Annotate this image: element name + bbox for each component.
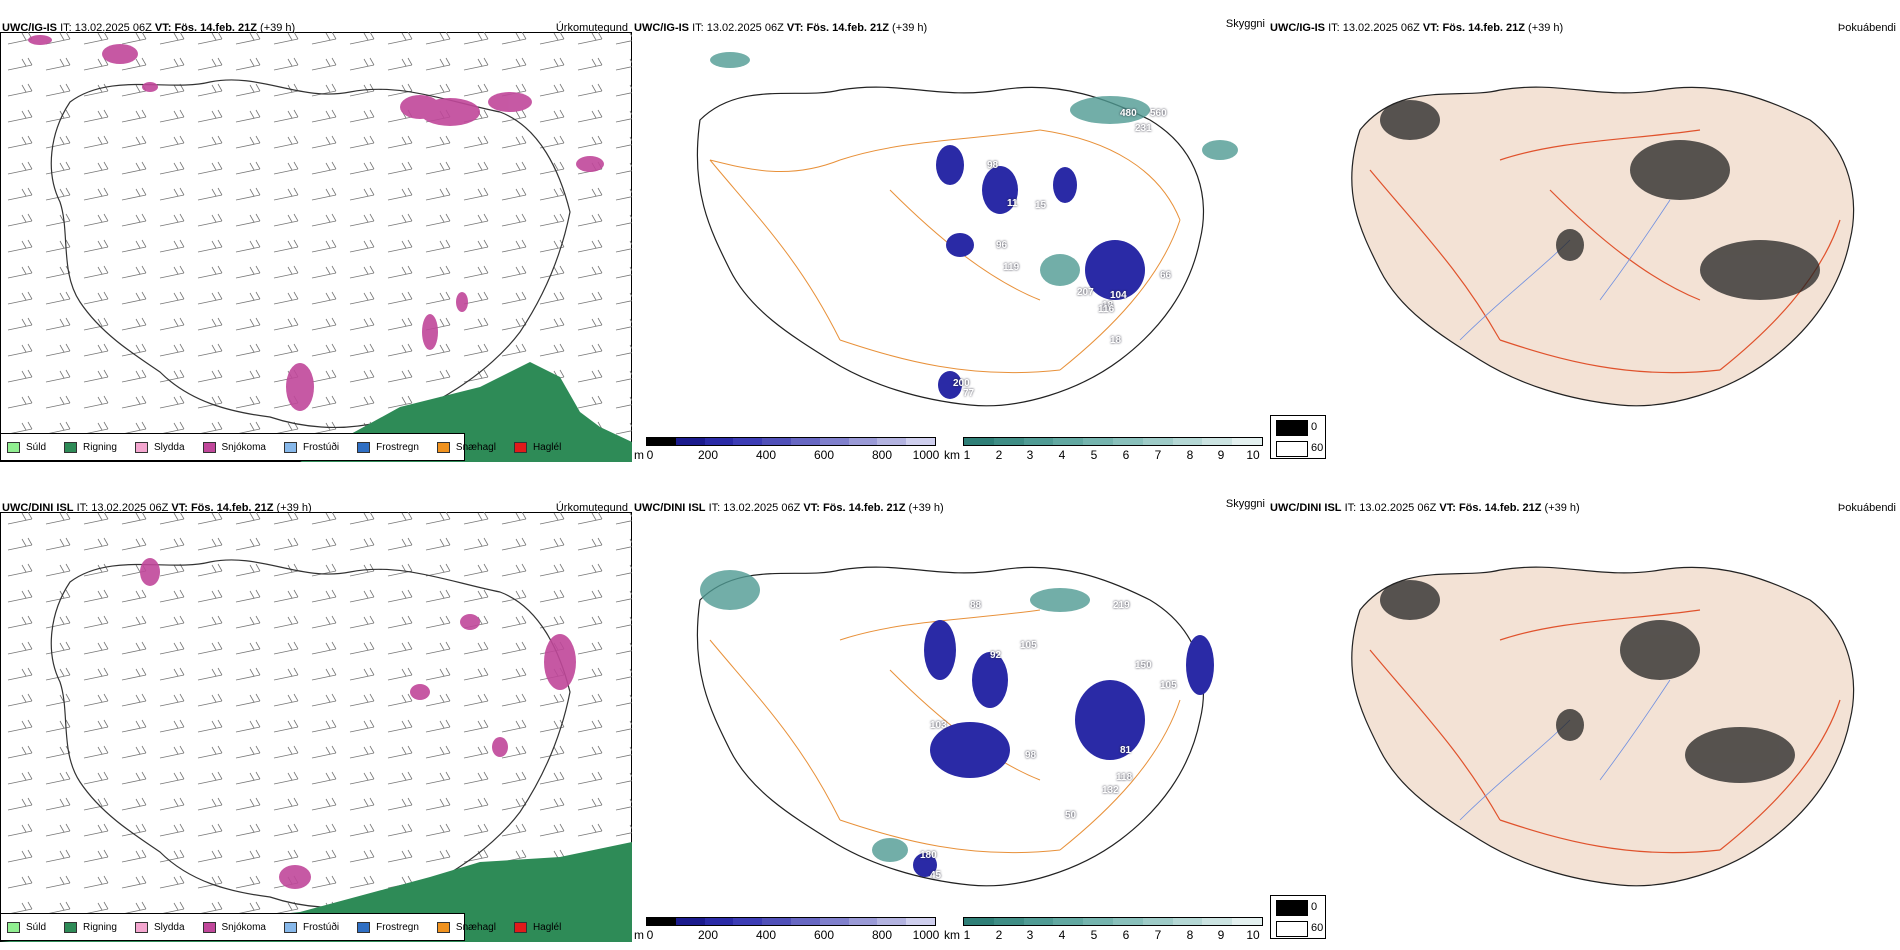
iceland-outline	[50, 559, 571, 909]
legend-item: Haglél	[513, 441, 561, 453]
legend-item: Frostúði	[283, 441, 339, 453]
legend-item: Frostúði	[283, 921, 339, 933]
visibility-value-label: 50	[1065, 810, 1077, 821]
fog-legend-1: 0 60	[1270, 415, 1326, 459]
precip-legend-2: Súld Rigning Slydda Snjókoma Frostúði Fr…	[0, 913, 561, 941]
vis-panel-title-1: Skyggni	[1225, 18, 1265, 30]
vis-colorbar-2	[963, 917, 1263, 926]
visibility-value-label: 11	[1007, 198, 1018, 209]
visibility-value-label: 116	[1098, 304, 1115, 315]
ceiling-unit-1: m	[634, 448, 644, 462]
legend-item: Súld	[7, 921, 46, 933]
fog-panel-title-2: Þokuábendi	[1837, 502, 1896, 514]
visibility-value-label: 77	[963, 388, 975, 399]
vis-map-2	[696, 566, 1214, 887]
precip-map-1	[0, 32, 632, 462]
legend-item: Slydda	[134, 441, 185, 453]
visibility-value-label: 200	[953, 378, 970, 389]
vis-unit-1: km	[944, 448, 960, 462]
visibility-value-label: 118	[1116, 772, 1133, 783]
visibility-value-label: 119	[1003, 262, 1020, 273]
legend-item: Snjókoma	[202, 441, 266, 453]
legend-item: Súld	[7, 441, 46, 453]
visibility-value-label: 98	[987, 160, 999, 171]
legend-item: Snjókoma	[202, 921, 266, 933]
vis-map-1	[696, 52, 1238, 407]
vis-panel-title-2: Skyggni	[1225, 498, 1265, 510]
fog-shading	[1380, 100, 1820, 300]
visibility-value-label: 81	[1120, 745, 1132, 756]
legend-item: Rigning	[64, 921, 117, 933]
fog-header-1: UWC/IG-IS IT: 13.02.2025 06Z VT: Fös. 14…	[1270, 22, 1564, 34]
legend-item: Snæhagl	[436, 921, 496, 933]
legend-item: Haglél	[513, 921, 561, 933]
visibility-value-label: 105	[1160, 680, 1177, 691]
vis-header-2: UWC/DINI ISL IT: 13.02.2025 06Z VT: Fös.…	[634, 502, 944, 514]
visibility-value-label: 219	[1113, 600, 1130, 611]
rain-area	[0, 842, 632, 942]
visibility-value-label: 560	[1150, 108, 1167, 119]
fog-map-1	[1351, 86, 1855, 407]
precip-header-2: UWC/DINI ISL IT: 13.02.2025 06Z VT: Fös.…	[2, 502, 312, 514]
visibility-value-label: 92	[990, 650, 1002, 661]
visibility-value-label: 104	[1110, 290, 1127, 301]
precip-panel-title-1: Úrkomutegund	[555, 22, 628, 34]
legend-item: Slydda	[134, 921, 185, 933]
fog-panel-title-1: Þokuábendi	[1837, 22, 1896, 34]
legend-item: Frostregn	[357, 441, 419, 453]
visibility-value-label: 66	[1160, 270, 1172, 281]
fog-legend-2: 0 60	[1270, 895, 1326, 939]
ceiling-areas	[936, 145, 1145, 399]
teal-areas	[710, 52, 1238, 286]
row-2: UWC/DINI ISL IT: 13.02.2025 06Z VT: Fös.…	[0, 498, 1896, 942]
legend-item: Rigning	[64, 441, 117, 453]
visibility-value-label: 18	[1110, 335, 1122, 346]
visibility-value-label: 45	[930, 870, 942, 881]
ceiling-unit-2: m	[634, 928, 644, 942]
vis-unit-2: km	[944, 928, 960, 942]
vis-header-1: UWC/IG-IS IT: 13.02.2025 06Z VT: Fös. 14…	[634, 22, 928, 34]
legend-item: Snæhagl	[436, 441, 496, 453]
visibility-value-label: 15	[1035, 200, 1047, 211]
visibility-value-label: 105	[1020, 640, 1037, 651]
ceiling-colorbar-1	[646, 437, 936, 446]
visibility-value-label: 103	[930, 720, 947, 731]
visibility-value-label: 207	[1077, 287, 1094, 298]
visibility-value-label: 132	[1102, 785, 1119, 796]
visibility-value-label: 98	[1025, 750, 1037, 761]
snow-patches	[140, 558, 576, 889]
fog-header-2: UWC/DINI ISL IT: 13.02.2025 06Z VT: Fös.…	[1270, 502, 1580, 514]
fog-map-2	[1351, 566, 1855, 887]
precip-map-2	[0, 512, 632, 942]
visibility-value-label: 88	[970, 600, 982, 611]
ceiling-colorbar-2	[646, 917, 936, 926]
visibility-value-label: 480	[1120, 108, 1137, 119]
visibility-value-label: 18	[1102, 300, 1114, 311]
visibility-value-label: 180	[920, 850, 937, 861]
iceland-outline	[50, 79, 571, 429]
vis-colorbar-1	[963, 437, 1263, 446]
orange-roads	[709, 129, 1181, 374]
visibility-value-label: 96	[996, 240, 1008, 251]
snow-patches	[28, 35, 604, 411]
legend-item: Frostregn	[357, 921, 419, 933]
precip-legend-1: Súld Rigning Slydda Snjókoma Frostúði Fr…	[0, 433, 561, 461]
row-1: UWC/IG-IS IT: 13.02.2025 06Z VT: Fös. 14…	[0, 18, 1896, 462]
precip-panel-title-2: Úrkomutegund	[555, 502, 628, 514]
visibility-value-label: 150	[1135, 660, 1152, 671]
visibility-value-label: 231	[1135, 123, 1152, 134]
precip-header-1: UWC/IG-IS IT: 13.02.2025 06Z VT: Fös. 14…	[2, 22, 296, 34]
